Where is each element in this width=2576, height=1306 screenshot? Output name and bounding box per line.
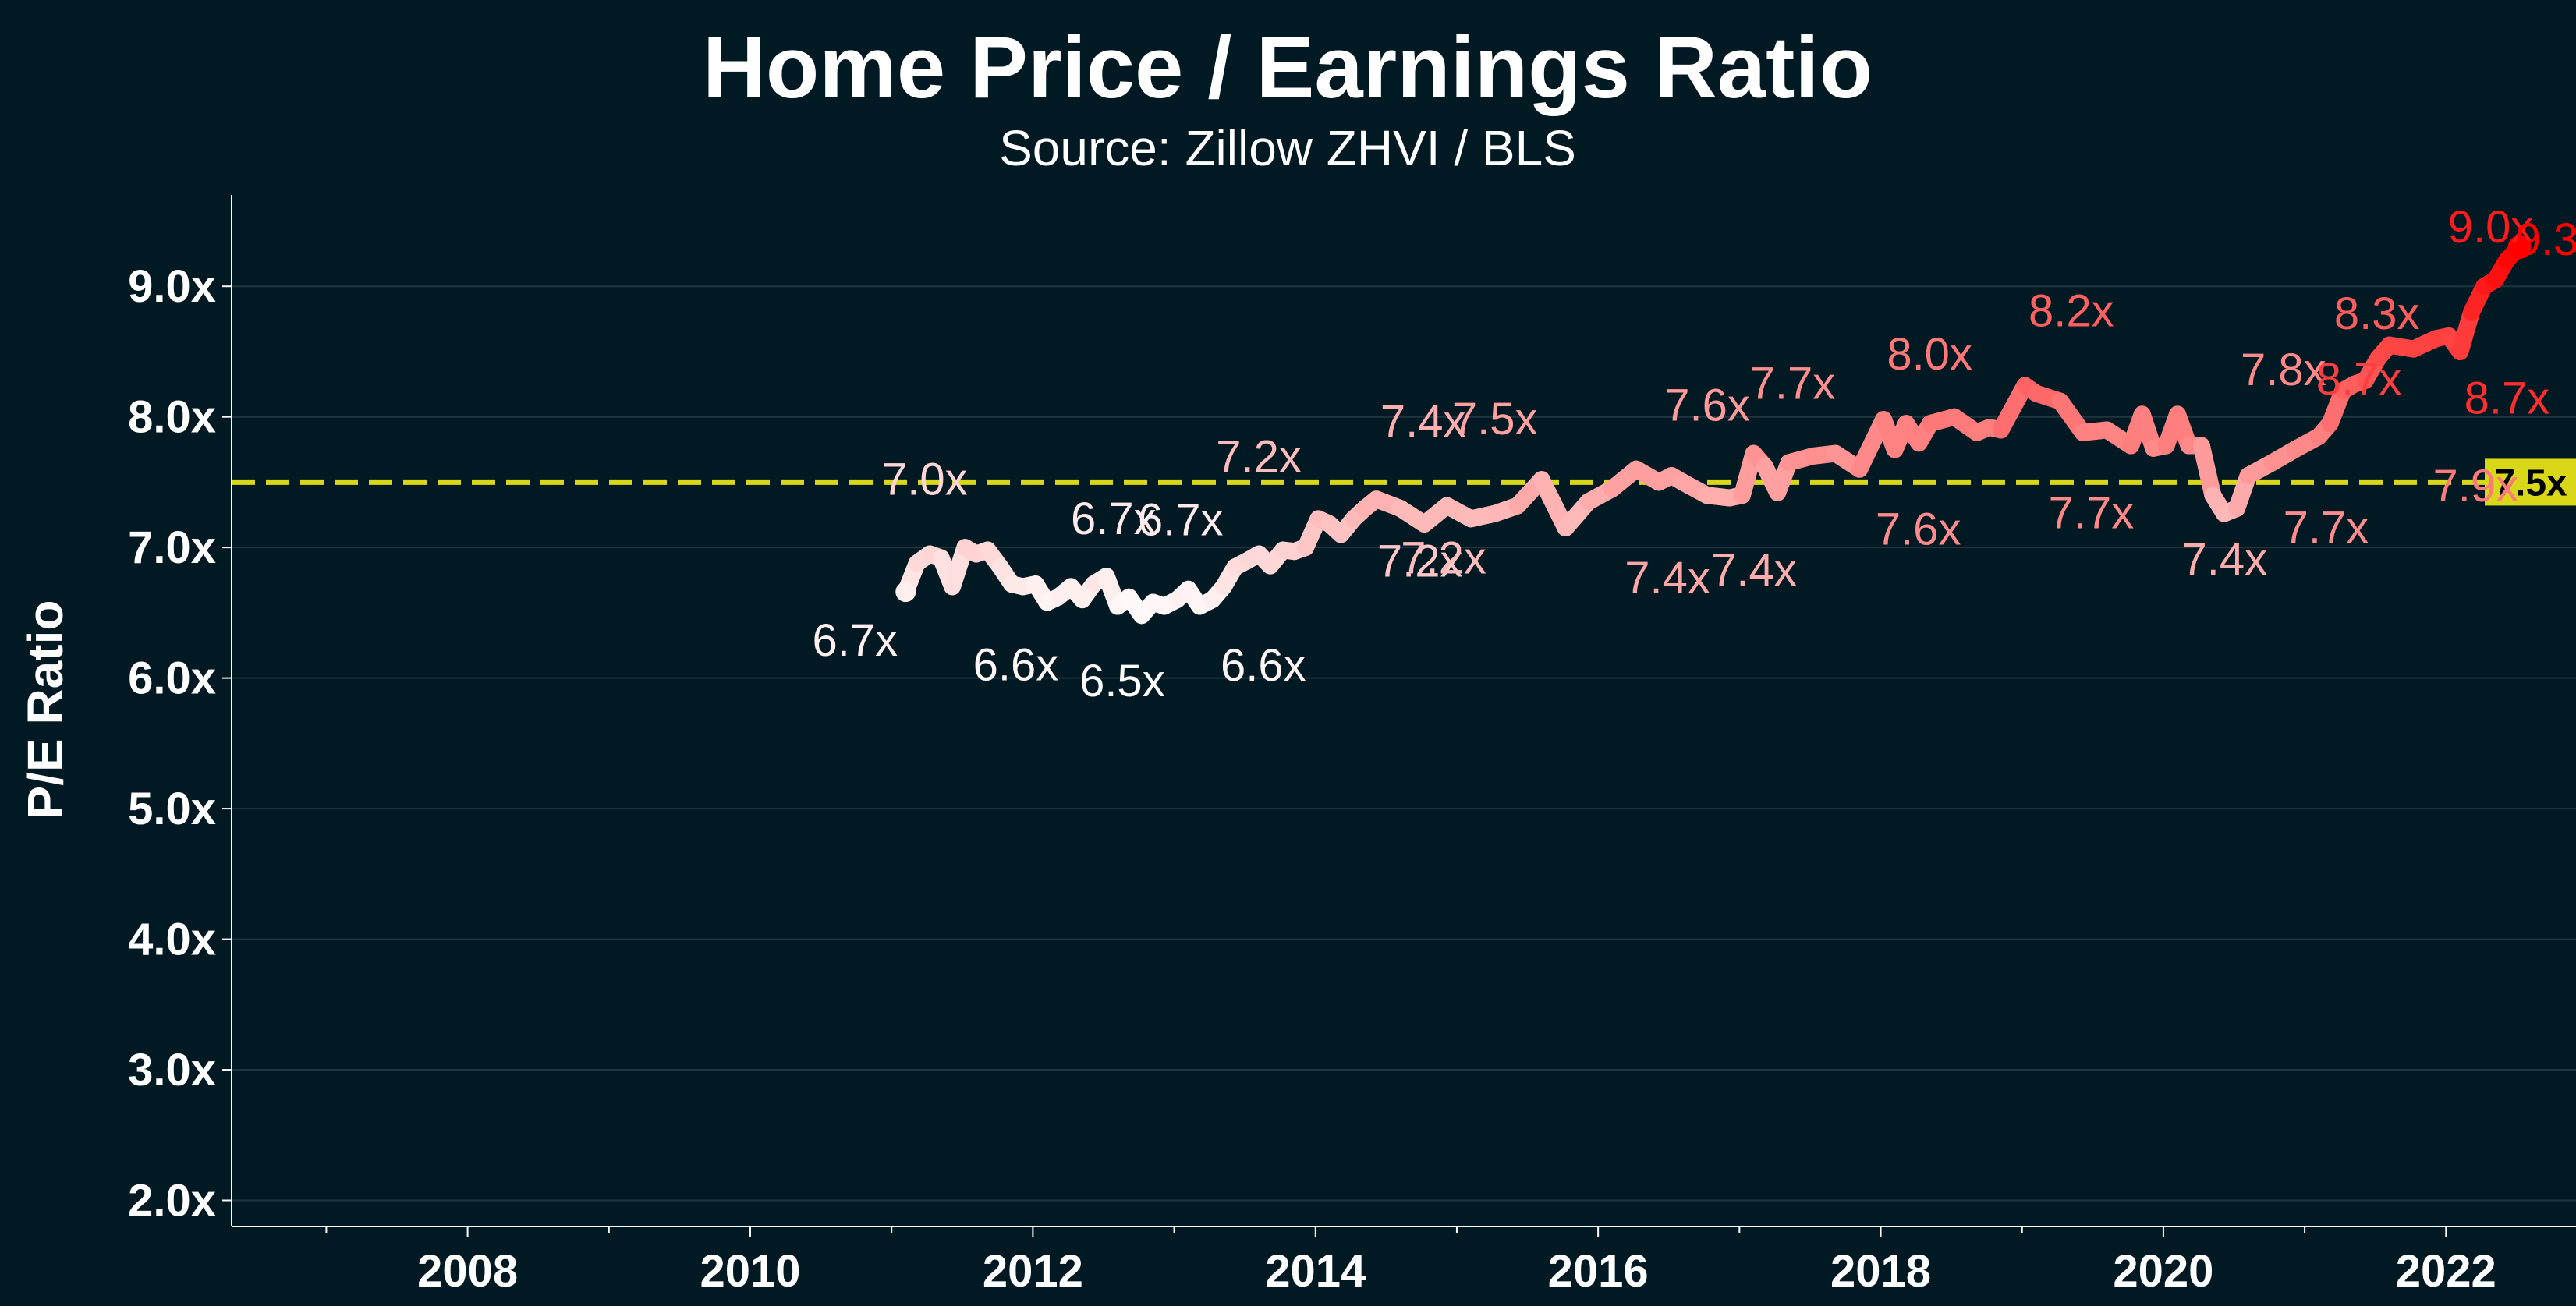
data-label: 7.0x bbox=[882, 455, 968, 505]
data-label: 7.6x bbox=[1664, 380, 1750, 431]
data-label: 7.4x bbox=[1711, 545, 1797, 596]
y-axis-label: P/E Ratio bbox=[17, 600, 73, 819]
data-label: 8.7x bbox=[2316, 354, 2402, 405]
x-tick-label: 2008 bbox=[417, 1246, 518, 1297]
axes: 2.0x 3.0x 4.0x 5.0x 6.0x 7.0x 8.0x 9.0x 2008 2010… bbox=[128, 195, 2576, 1297]
data-label: 9.3x bbox=[2516, 214, 2576, 265]
data-label: 7.7x bbox=[2049, 488, 2135, 539]
data-label: 6.7x bbox=[1071, 494, 1157, 544]
x-tick-label: 2012 bbox=[983, 1246, 1083, 1297]
data-label: 7.6x bbox=[1876, 504, 1961, 555]
x-tick-label: 2022 bbox=[2396, 1246, 2496, 1297]
data-label: 8.2x bbox=[2029, 286, 2114, 337]
x-tick-label: 2014 bbox=[1265, 1246, 1366, 1297]
data-label: 9.0x bbox=[2448, 202, 2534, 253]
data-label: 7.8x bbox=[2241, 345, 2326, 395]
data-label: 6.7x bbox=[812, 615, 898, 666]
y-tick-label: 4.0x bbox=[128, 915, 216, 965]
y-tick-label: 9.0x bbox=[128, 261, 216, 312]
x-tick-label: 2020 bbox=[2113, 1246, 2213, 1297]
reference-label: 7.5x bbox=[2494, 462, 2567, 504]
data-label: 7.4x bbox=[2182, 534, 2268, 585]
y-tick-label: 7.0x bbox=[128, 522, 216, 573]
data-label: 7.2x bbox=[1377, 536, 1463, 586]
data-label: 6.5x bbox=[1079, 656, 1165, 706]
reference-line-group: 7.5x bbox=[232, 458, 2576, 506]
data-label: 7.5x bbox=[1452, 394, 1538, 444]
series-start-point bbox=[895, 582, 916, 603]
y-tick-label: 3.0x bbox=[128, 1045, 216, 1095]
x-tick-label: 2010 bbox=[700, 1246, 800, 1297]
x-tick-label: 2018 bbox=[1830, 1246, 1931, 1297]
data-label: 7.2x bbox=[1401, 533, 1486, 583]
data-label: 7.7x bbox=[2284, 503, 2369, 554]
data-label: 7.9x bbox=[2433, 461, 2519, 511]
data-label: 7.4x bbox=[1380, 396, 1466, 447]
x-tick-label: 2016 bbox=[1548, 1246, 1649, 1297]
chart-title: Home Price / Earnings Ratio bbox=[703, 19, 1873, 116]
data-label: 7.7x bbox=[1750, 359, 1836, 409]
data-label-group: 6.7x7.0x6.6x6.7x6.5x6.7x6.6x7.2x7.2x7.4x… bbox=[812, 202, 2576, 706]
data-label: 8.0x bbox=[1887, 329, 1972, 380]
y-tick-label: 8.0x bbox=[128, 392, 216, 443]
reference-label-box bbox=[2485, 458, 2576, 506]
series-line-group bbox=[895, 235, 2532, 625]
series-end-point bbox=[2507, 235, 2532, 259]
data-label: 8.7x bbox=[2464, 373, 2550, 424]
y-tick-label: 2.0x bbox=[128, 1176, 216, 1226]
data-label: 6.7x bbox=[1138, 494, 1224, 545]
data-label: 6.6x bbox=[973, 640, 1059, 691]
y-tick-label: 5.0x bbox=[128, 784, 216, 834]
data-label: 6.6x bbox=[1221, 640, 1306, 691]
data-label: 7.2x bbox=[1216, 431, 1302, 482]
data-label: 8.3x bbox=[2334, 288, 2420, 339]
y-tick-label: 6.0x bbox=[128, 653, 216, 704]
chart-subtitle: Source: Zillow ZHVI / BLS bbox=[999, 120, 1576, 176]
data-label: 7.4x bbox=[1625, 553, 1710, 603]
